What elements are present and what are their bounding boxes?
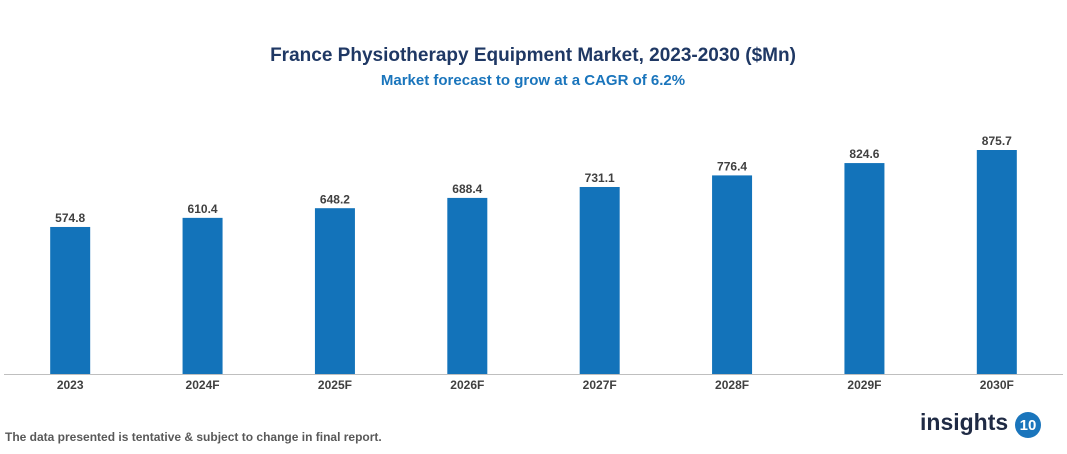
x-tick-label: 2025F xyxy=(318,378,352,392)
value-label: 776.4 xyxy=(717,160,747,174)
bar xyxy=(579,186,620,374)
x-tick-label: 2026F xyxy=(450,378,484,392)
value-label: 688.4 xyxy=(452,182,482,196)
value-label: 731.1 xyxy=(585,171,615,185)
logo-badge xyxy=(1015,412,1041,438)
value-label: 648.2 xyxy=(320,192,350,206)
x-tick-label: 2024F xyxy=(186,378,220,392)
x-tick-label: 2030F xyxy=(980,378,1014,392)
bar xyxy=(976,150,1017,374)
value-label: 574.8 xyxy=(55,211,85,225)
value-label: 824.6 xyxy=(849,147,879,161)
bar xyxy=(314,208,355,374)
bar xyxy=(447,197,488,374)
logo-badge-text: 10 xyxy=(1020,417,1037,434)
value-label: 610.4 xyxy=(188,202,218,216)
x-tick-label: 2023 xyxy=(57,378,84,392)
logo-text: insights xyxy=(920,409,1008,435)
chart-subtitle: Market forecast to grow at a CAGR of 6.2… xyxy=(381,72,685,89)
bar xyxy=(844,163,885,374)
value-label: 875.7 xyxy=(982,134,1012,148)
x-tick-label: 2029F xyxy=(847,378,881,392)
footer-note: The data presented is tentative & subjec… xyxy=(5,430,382,444)
bar xyxy=(182,217,223,374)
chart-title: France Physiotherapy Equipment Market, 2… xyxy=(270,45,796,66)
bar xyxy=(50,226,91,374)
x-tick-label: 2028F xyxy=(715,378,749,392)
x-tick-label: 2027F xyxy=(583,378,617,392)
bar xyxy=(712,175,753,374)
